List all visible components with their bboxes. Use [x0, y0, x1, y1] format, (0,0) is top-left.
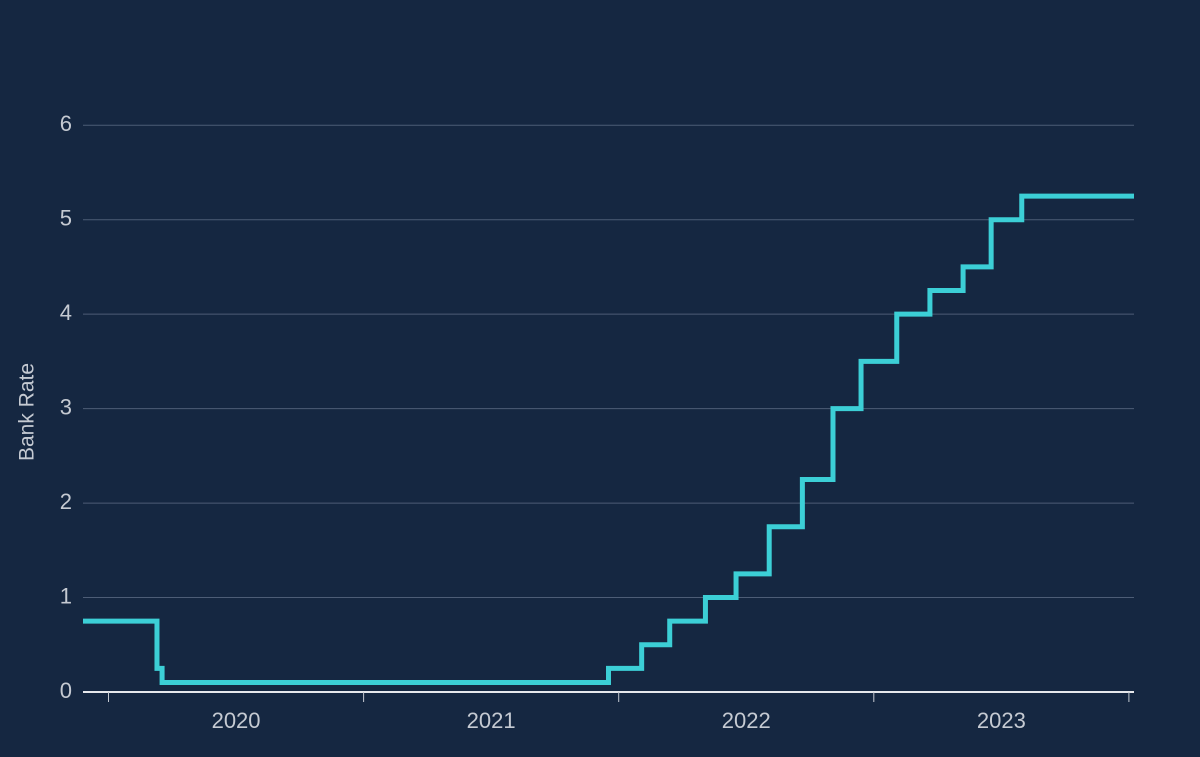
x-tick-label: 2021	[467, 708, 516, 733]
x-tick-label: 2020	[212, 708, 261, 733]
y-tick-label: 3	[60, 394, 72, 419]
y-tick-label: 6	[60, 111, 72, 136]
y-tick-label: 0	[60, 678, 72, 703]
y-axis-label: Bank Rate	[16, 363, 39, 461]
y-tick-label: 4	[60, 300, 72, 325]
x-tick-label: 2022	[722, 708, 771, 733]
x-tick-label: 2023	[977, 708, 1026, 733]
rate-line	[83, 193, 1134, 686]
y-tick-label: 2	[60, 489, 72, 514]
y-tick-label: 5	[60, 206, 72, 231]
y-tick-label: 1	[60, 583, 72, 608]
